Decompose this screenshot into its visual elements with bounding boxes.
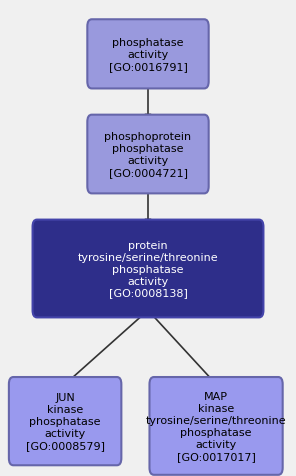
FancyBboxPatch shape [149,377,283,475]
Text: MAP
kinase
tyrosine/serine/threonine
phosphatase
activity
[GO:0017017]: MAP kinase tyrosine/serine/threonine pho… [146,391,287,461]
Text: phosphoprotein
phosphatase
activity
[GO:0004721]: phosphoprotein phosphatase activity [GO:… [104,132,192,178]
FancyBboxPatch shape [9,377,121,466]
Text: protein
tyrosine/serine/threonine
phosphatase
activity
[GO:0008138]: protein tyrosine/serine/threonine phosph… [78,240,218,298]
FancyBboxPatch shape [87,20,209,89]
FancyBboxPatch shape [33,220,263,318]
Text: phosphatase
activity
[GO:0016791]: phosphatase activity [GO:0016791] [109,38,187,72]
Text: JUN
kinase
phosphatase
activity
[GO:0008579]: JUN kinase phosphatase activity [GO:0008… [26,392,104,450]
FancyBboxPatch shape [87,115,209,194]
